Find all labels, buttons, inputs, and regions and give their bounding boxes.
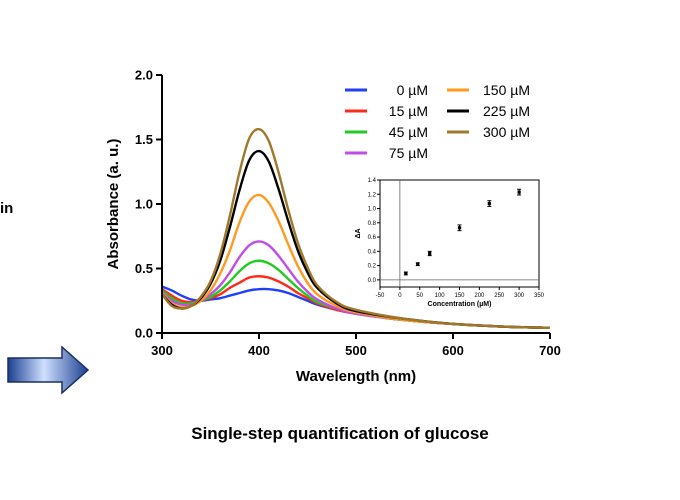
x-tick-label: 600: [442, 343, 464, 358]
inset-x-tick-label: 100: [435, 293, 446, 299]
series-line-6: [162, 127, 550, 330]
inset-x-tick-label: 350: [534, 293, 545, 299]
inset-x-axis-label: Concentration (µM): [428, 301, 492, 308]
inset-chart: -50 0 50 100 150 200 250 300 350 0.0 0.2 0.4 0.6 0.8 1…: [355, 178, 545, 308]
inset-data-point: [404, 271, 408, 276]
inset-y-axis-label: ΔA: [355, 228, 362, 238]
legend-label: 0 µM: [397, 82, 428, 98]
inset-y-tick-label: 0.2: [368, 264, 377, 270]
inset-data-point: [457, 226, 462, 230]
inset-x-tick-label: 0: [398, 293, 402, 299]
y-tick-label: 0.5: [135, 261, 153, 276]
inset-y-tick-label: 1.0: [368, 207, 377, 213]
inset-x-tick-label: 300: [514, 293, 525, 299]
inset-x-tick-label: 250: [494, 293, 505, 299]
legend-label: 300 µM: [483, 124, 530, 140]
legend-label: 75 µM: [389, 145, 428, 161]
inset-x-tick-label: 200: [474, 293, 485, 299]
inset-data-point: [428, 251, 432, 256]
legend-label: 15 µM: [389, 103, 428, 119]
y-tick-label: 1.0: [135, 197, 153, 212]
x-tick-label: 700: [539, 343, 561, 358]
side-text: in: [0, 200, 14, 217]
inset-x-tick-label: 50: [416, 293, 423, 299]
x-axis-label: Wavelength (nm): [296, 368, 416, 385]
inset-data-point: [517, 190, 521, 194]
x-tick-label: 300: [151, 343, 173, 358]
y-tick-label: 0.0: [135, 326, 153, 341]
series-line-4: [162, 193, 550, 330]
y-tick-label: 2.0: [135, 68, 153, 83]
legend-label: 225 µM: [483, 103, 530, 119]
right-arrow-icon: [7, 345, 90, 395]
inset-y-tick-label: 0.6: [368, 235, 377, 241]
y-axis-label: Absorbance (a. u.): [105, 139, 122, 270]
x-tick-label: 500: [345, 343, 367, 358]
inset-y-tick-label: 0.8: [368, 221, 377, 227]
inset-y-tick-label: 0.4: [368, 249, 377, 255]
inset-data-point: [416, 262, 420, 266]
inset-x-tick-label: -50: [376, 293, 385, 299]
inset-x-tick-label: 150: [454, 293, 465, 299]
inset-y-tick-label: 1.2: [368, 192, 377, 198]
legend-label: 45 µM: [389, 124, 428, 140]
inset-y-tick-label: 0.0: [368, 278, 377, 284]
inset-y-tick-label: 1.4: [368, 178, 377, 184]
main-chart: 300 400 500 600 7000.00.51.01.52.0Wavelength…: [105, 68, 561, 386]
x-tick-label: 400: [248, 343, 270, 358]
inset-data-point: [487, 201, 491, 206]
y-tick-label: 1.5: [135, 132, 153, 147]
series-line-0: [162, 285, 550, 330]
inset-frame: [379, 179, 540, 288]
figure-caption: Single-step quantification of glucose: [191, 424, 489, 443]
legend-label: 150 µM: [483, 82, 530, 98]
